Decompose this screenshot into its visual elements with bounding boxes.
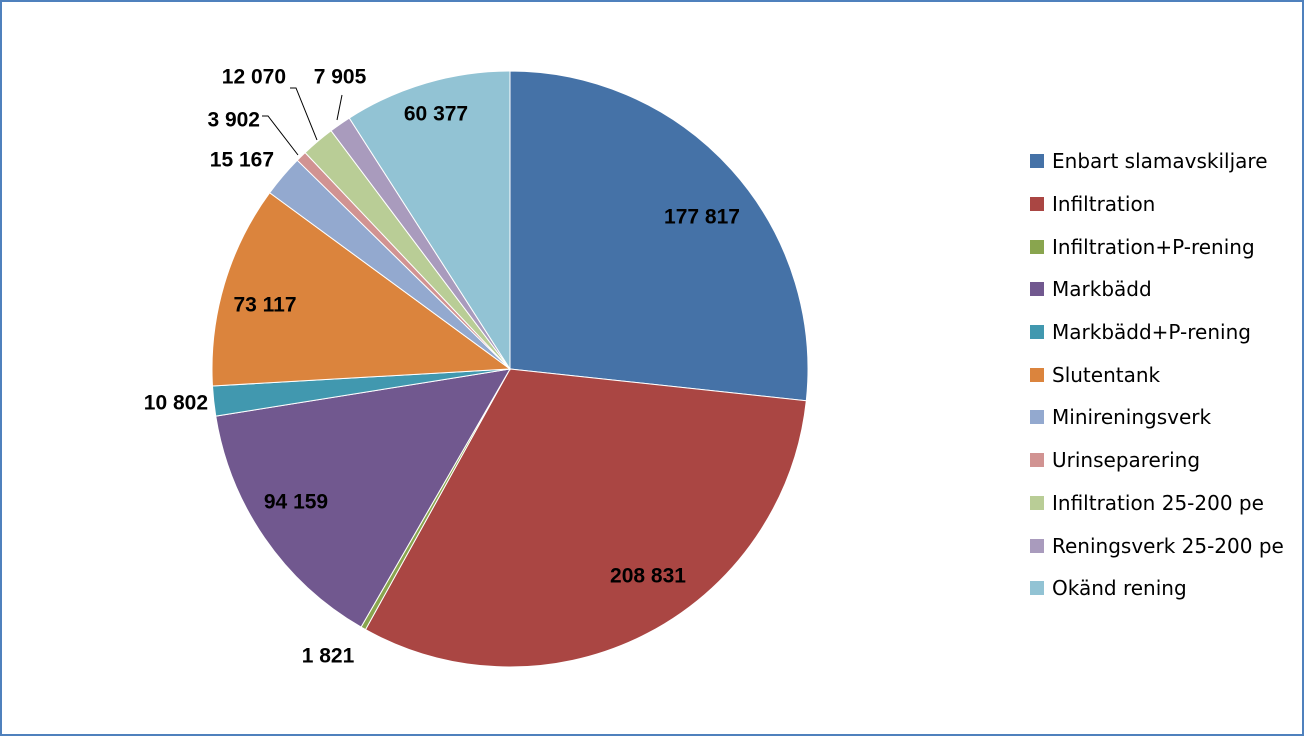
legend-label: Okänd rening — [1052, 576, 1187, 601]
data-label-1: 177 817 — [664, 206, 740, 229]
legend-label: Markbädd — [1052, 277, 1152, 302]
data-label-10: 7 905 — [314, 66, 367, 89]
legend-swatch — [1030, 495, 1044, 510]
data-labels: 177 817 208 831 1 821 94 159 10 802 73 117 15 … — [144, 66, 740, 668]
legend-label: Enbart slamavskiljare — [1052, 149, 1268, 174]
legend-label: Infiltration 25-200 pe — [1052, 490, 1264, 515]
legend-swatch — [1030, 453, 1044, 468]
data-label-11: 60 377 — [404, 103, 468, 126]
pie-slice-2 — [364, 368, 807, 668]
leader-line-8 — [262, 115, 299, 156]
legend-swatch — [1030, 581, 1044, 596]
pie-slice-11 — [348, 70, 511, 371]
data-label-9: 12 070 — [222, 66, 286, 89]
pie-slices — [211, 70, 809, 668]
legend-label: Infiltration+P-rening — [1052, 234, 1255, 259]
legend-item: Urinseparering — [1030, 439, 1284, 482]
legend-item: Infiltration+P-rening — [1030, 225, 1284, 268]
data-label-2: 208 831 — [610, 565, 686, 588]
pie-slice-1 — [509, 70, 809, 402]
legend: Enbart slamavskiljare Infiltration Infiltr… — [1030, 140, 1284, 610]
legend-swatch — [1030, 197, 1044, 212]
legend-item: Minireningsverk — [1030, 396, 1284, 439]
legend-label: Minireningsverk — [1052, 405, 1212, 430]
legend-item: Markbädd+P-rening — [1030, 311, 1284, 354]
legend-item: Reningsverk 25-200 pe — [1030, 524, 1284, 567]
legend-label: Urinseparering — [1052, 448, 1201, 473]
legend-label: Reningsverk 25-200 pe — [1052, 533, 1284, 558]
legend-item: Infiltration — [1030, 183, 1284, 226]
pie-slice-4 — [215, 368, 511, 628]
legend-swatch — [1030, 154, 1044, 169]
legend-item: Okänd rening — [1030, 567, 1284, 610]
legend-item: Markbädd — [1030, 268, 1284, 311]
data-label-3: 1 821 — [302, 645, 355, 668]
legend-swatch — [1030, 282, 1044, 297]
legend-item: Enbart slamavskiljare — [1030, 140, 1284, 183]
legend-swatch — [1030, 367, 1044, 382]
data-label-5: 10 802 — [144, 392, 208, 415]
legend-swatch — [1030, 239, 1044, 254]
legend-swatch — [1030, 410, 1044, 425]
legend-item: Slutentank — [1030, 353, 1284, 396]
legend-label: Infiltration — [1052, 192, 1156, 217]
data-label-7: 15 167 — [210, 149, 274, 172]
legend-swatch — [1030, 325, 1044, 340]
data-label-4: 94 159 — [264, 491, 328, 514]
legend-item: Infiltration 25-200 pe — [1030, 482, 1284, 525]
leader-line-10 — [336, 94, 343, 121]
leader-line-9 — [290, 87, 318, 141]
pie-slice-6 — [211, 192, 512, 387]
data-label-6: 73 117 — [233, 294, 296, 317]
leader-lines — [262, 87, 343, 156]
data-label-8: 3 902 — [207, 109, 260, 132]
legend-label: Slutentank — [1052, 362, 1161, 387]
legend-label: Markbädd+P-rening — [1052, 320, 1251, 345]
legend-swatch — [1030, 538, 1044, 553]
